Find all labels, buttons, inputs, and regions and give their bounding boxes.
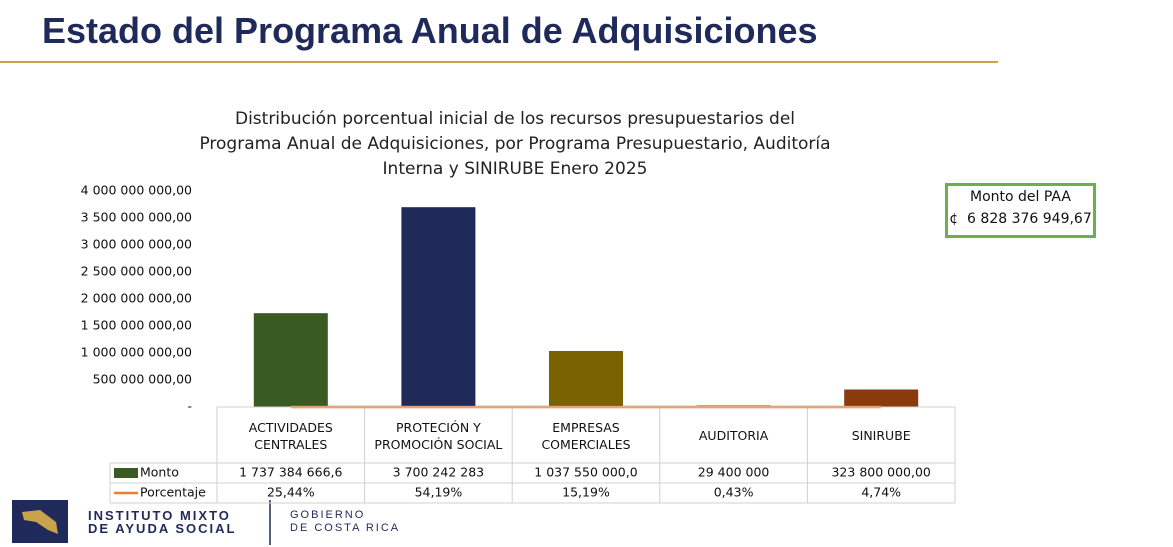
table-value: 323 800 000,00 bbox=[831, 465, 930, 480]
government: GOBIERNO DE COSTA RICA bbox=[290, 509, 400, 535]
legend-swatch bbox=[114, 468, 138, 478]
callout-box: Monto del PAA ¢ 6 828 376 949,67 bbox=[945, 183, 1096, 238]
y-tick-label: 1 500 000 000,00 bbox=[81, 318, 192, 333]
institution-line: DE AYUDA SOCIAL bbox=[88, 521, 237, 536]
government-line: GOBIERNO bbox=[290, 509, 366, 521]
page-title: Estado del Programa Anual de Adquisicion… bbox=[42, 10, 818, 51]
table-value: 25,44% bbox=[267, 485, 315, 500]
y-tick-label: 2 000 000 000,00 bbox=[81, 291, 192, 306]
chart-title-line: Programa Anual de Adquisiciones, por Pro… bbox=[199, 134, 831, 154]
institution: INSTITUTO MIXTO DE AYUDA SOCIAL bbox=[88, 509, 236, 535]
y-tick-label: 4 000 000 000,00 bbox=[81, 183, 192, 198]
table-value: 1 737 384 666,6 bbox=[239, 465, 342, 480]
callout-value: ¢ 6 828 376 949,67 bbox=[949, 211, 1092, 227]
table-value: 15,19% bbox=[562, 485, 610, 500]
table-value: 29 400 000 bbox=[698, 465, 770, 480]
y-tick-label: - bbox=[187, 399, 192, 414]
x-tick-label: PROTECIÓN Y PROMOCIÓN SOCIAL bbox=[374, 419, 503, 452]
x-tick-label: SINIRUBE bbox=[851, 428, 911, 443]
bar bbox=[253, 313, 328, 407]
table-value: 54,19% bbox=[415, 485, 463, 500]
chart-title-line: Interna y SINIRUBE Enero 2025 bbox=[382, 159, 648, 179]
legend-label: Monto bbox=[140, 465, 179, 480]
x-tick-label: AUDITORIA bbox=[698, 428, 769, 443]
chart-title: Distribución porcentual inicial de los r… bbox=[140, 107, 890, 182]
y-tick-label: 3 500 000 000,00 bbox=[81, 210, 192, 225]
government-line: DE COSTA RICA bbox=[290, 522, 401, 534]
callout-title: Monto del PAA bbox=[970, 189, 1071, 205]
x-tick-label: EMPRESAS COMERCIALES bbox=[541, 419, 631, 452]
table-value: 4,74% bbox=[861, 485, 901, 500]
logo-shape bbox=[22, 510, 58, 534]
y-tick-label: 1 000 000 000,00 bbox=[81, 345, 192, 360]
table-value: 0,43% bbox=[714, 485, 754, 500]
table-value: 1 037 550 000,0 bbox=[534, 465, 637, 480]
x-tick-label: ACTIVIDADES CENTRALES bbox=[248, 419, 333, 452]
title-rule bbox=[0, 61, 998, 63]
y-tick-label: 3 000 000 000,00 bbox=[81, 237, 192, 252]
legend-label: Porcentaje bbox=[140, 485, 206, 500]
bar bbox=[401, 207, 476, 407]
y-tick-label: 500 000 000,00 bbox=[93, 372, 192, 387]
bar bbox=[549, 350, 623, 407]
chart-title-line: Distribución porcentual inicial de los r… bbox=[234, 109, 796, 129]
institution-line: INSTITUTO MIXTO bbox=[88, 508, 231, 523]
y-tick-label: 2 500 000 000,00 bbox=[81, 264, 192, 279]
bar bbox=[844, 389, 919, 407]
table-value: 3 700 242 283 bbox=[393, 465, 484, 480]
